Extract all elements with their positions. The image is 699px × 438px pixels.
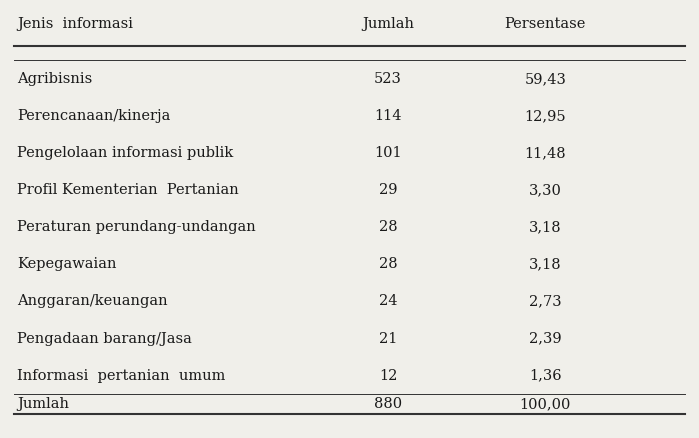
Text: 3,18: 3,18 xyxy=(529,258,561,272)
Text: 21: 21 xyxy=(379,332,397,346)
Text: Pengelolaan informasi publik: Pengelolaan informasi publik xyxy=(17,146,233,160)
Text: 3,18: 3,18 xyxy=(529,220,561,234)
Text: 12: 12 xyxy=(379,369,397,383)
Text: 114: 114 xyxy=(374,109,402,123)
Text: 1,36: 1,36 xyxy=(529,369,561,383)
Text: Peraturan perundang-undangan: Peraturan perundang-undangan xyxy=(17,220,257,234)
Text: Pengadaan barang/Jasa: Pengadaan barang/Jasa xyxy=(17,332,192,346)
Text: Agribisnis: Agribisnis xyxy=(17,72,93,86)
Text: 29: 29 xyxy=(379,183,397,197)
Text: 59,43: 59,43 xyxy=(524,72,566,86)
Text: 28: 28 xyxy=(379,258,397,272)
Text: 100,00: 100,00 xyxy=(519,397,571,411)
Text: 12,95: 12,95 xyxy=(524,109,566,123)
Text: Kepegawaian: Kepegawaian xyxy=(17,258,117,272)
Text: 880: 880 xyxy=(374,397,402,411)
Text: 2,73: 2,73 xyxy=(529,294,561,308)
Text: Perencanaan/kinerja: Perencanaan/kinerja xyxy=(17,109,171,123)
Text: 24: 24 xyxy=(379,294,397,308)
Text: 523: 523 xyxy=(374,72,402,86)
Text: Persentase: Persentase xyxy=(505,17,586,31)
Text: 11,48: 11,48 xyxy=(524,146,566,160)
Text: 28: 28 xyxy=(379,220,397,234)
Text: Informasi  pertanian  umum: Informasi pertanian umum xyxy=(17,369,226,383)
Text: Anggaran/keuangan: Anggaran/keuangan xyxy=(17,294,168,308)
Text: 3,30: 3,30 xyxy=(528,183,562,197)
Text: Jenis  informasi: Jenis informasi xyxy=(17,17,134,31)
Text: Profil Kementerian  Pertanian: Profil Kementerian Pertanian xyxy=(17,183,239,197)
Text: 2,39: 2,39 xyxy=(529,332,561,346)
Text: Jumlah: Jumlah xyxy=(17,397,69,411)
Text: 101: 101 xyxy=(374,146,402,160)
Text: Jumlah: Jumlah xyxy=(362,17,414,31)
